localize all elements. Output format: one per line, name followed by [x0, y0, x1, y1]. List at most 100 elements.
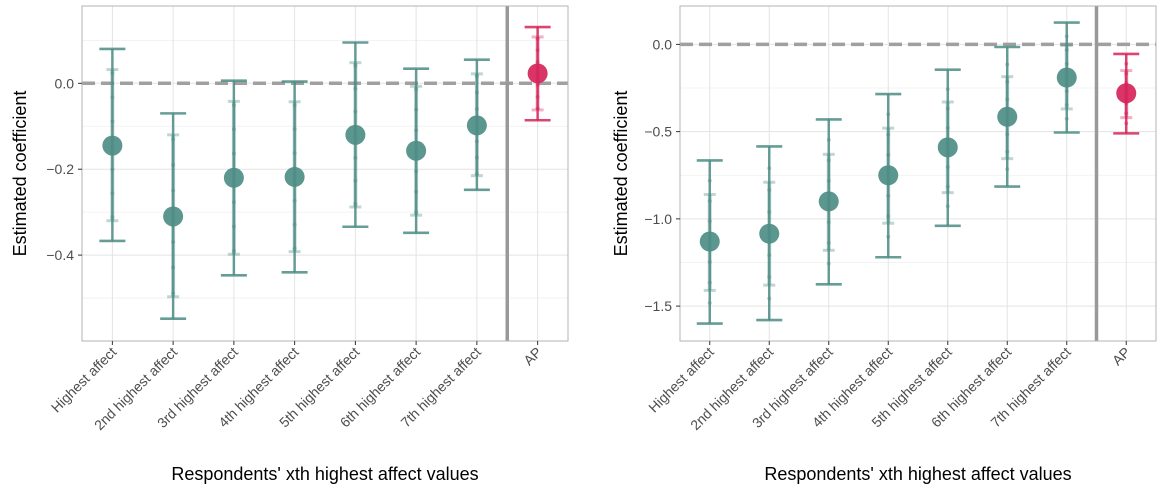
interval-dot [353, 86, 358, 91]
interval-dot [110, 191, 115, 196]
interval-dot [414, 169, 419, 174]
interval-dot [171, 188, 176, 193]
estimate-point [284, 166, 305, 187]
interval-dot [1005, 132, 1010, 137]
interval-dot [231, 151, 236, 156]
interval-dot [231, 248, 236, 253]
interval-dot [826, 158, 831, 163]
estimate-point [345, 124, 366, 145]
interval-dot [474, 90, 479, 95]
estimate-group [696, 159, 723, 325]
interval-dot [886, 234, 891, 239]
interval-dot [826, 220, 831, 225]
estimate-point [163, 206, 184, 227]
panel-border [81, 5, 569, 342]
interval-dot [886, 132, 891, 137]
estimate-group [875, 92, 902, 259]
interval-dot [414, 189, 419, 194]
plot-background [680, 6, 1156, 341]
interval-dot [767, 253, 772, 258]
interval-dot [1124, 61, 1129, 66]
interval-dot [1064, 89, 1069, 94]
interval-dot [110, 95, 115, 100]
interval-dot [1005, 79, 1010, 84]
interval-dot [535, 48, 540, 53]
interval-dot [945, 87, 950, 92]
interval-dot [1005, 97, 1010, 102]
interval-dot [474, 139, 479, 144]
interval-dot [474, 106, 479, 111]
interval-dot [707, 198, 712, 203]
interval-dot [474, 74, 479, 79]
interval-dot [945, 125, 950, 130]
interval-dot [945, 184, 950, 189]
estimate-group [934, 68, 961, 228]
interval-dot [353, 201, 358, 206]
x-tick-label: AP [1109, 344, 1134, 369]
interval-dot [171, 162, 176, 167]
interval-dot [945, 164, 950, 169]
y-tick-label: −0.4 [46, 247, 74, 263]
interval-dot [110, 71, 115, 76]
estimate-group [160, 112, 187, 320]
estimate-point [1116, 83, 1137, 104]
x-tick-label: AP [520, 344, 545, 369]
interval-dot [1005, 62, 1010, 67]
interval-dot [1005, 149, 1010, 154]
interval-dot [886, 193, 891, 198]
estimate-group [99, 47, 126, 243]
x-axis-title: Respondents' xth highest affect values [171, 464, 478, 484]
estimate-group [994, 45, 1021, 188]
interval-dot [1064, 34, 1069, 39]
interval-dot [414, 87, 419, 92]
interval-dot [110, 215, 115, 220]
interval-dot [535, 83, 540, 88]
y-axis-title: Estimated coefficient [611, 91, 631, 257]
estimate-point [223, 167, 244, 188]
estimate-group [524, 25, 551, 122]
interval-dot [535, 36, 540, 41]
interval-dot [535, 94, 540, 99]
interval-dot [707, 219, 712, 224]
interval-dot [231, 102, 236, 107]
interval-dot [1064, 103, 1069, 108]
interval-dot [535, 59, 540, 64]
panel-border [679, 5, 1157, 342]
estimate-group [281, 80, 308, 274]
interval-dot [1005, 167, 1010, 172]
y-tick-label: 0.0 [653, 36, 673, 52]
interval-dot [110, 119, 115, 124]
estimate-point [1056, 67, 1077, 88]
interval-dot [767, 188, 772, 193]
interval-dot [292, 151, 297, 156]
estimate-group [220, 79, 247, 277]
interval-dot [886, 152, 891, 157]
estimate-group [342, 41, 369, 229]
interval-dot [231, 224, 236, 229]
interval-dot [1124, 111, 1129, 116]
interval-dot [767, 209, 772, 214]
estimate-group [403, 67, 430, 235]
interval-dot [1064, 48, 1069, 53]
y-axis-title: Estimated coefficient [10, 91, 30, 257]
estimate-point [527, 63, 548, 84]
interval-dot [171, 291, 176, 296]
interval-dot [767, 296, 772, 301]
interval-dot [414, 107, 419, 112]
interval-dot [474, 155, 479, 160]
estimate-point [937, 137, 958, 158]
interval-dot [110, 167, 115, 172]
y-tick-label: −0.5 [644, 124, 672, 140]
interval-dot [886, 112, 891, 117]
interval-dot [945, 204, 950, 209]
interval-dot [292, 246, 297, 251]
y-tick-label: −1.0 [644, 211, 672, 227]
interval-dot [707, 260, 712, 265]
interval-dot [1124, 121, 1129, 126]
estimate-point [406, 140, 427, 161]
interval-dot [353, 109, 358, 114]
interval-dot [474, 171, 479, 176]
